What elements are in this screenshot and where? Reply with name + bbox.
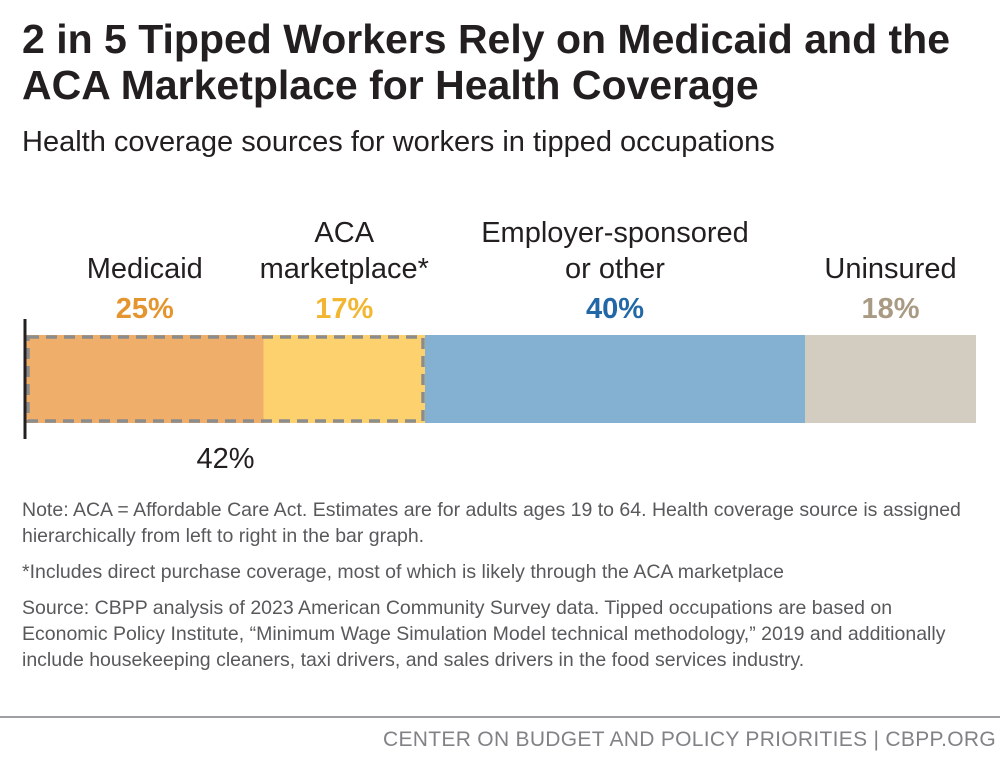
bar-segment-medicaid	[26, 335, 264, 423]
value-label-employer-sponsored-or-other: 40%	[586, 293, 644, 325]
category-label-uninsured: Uninsured	[824, 253, 956, 285]
category-label-employer-sponsored-or-other: or other	[565, 253, 665, 285]
value-label-aca-marketplace: 17%	[315, 293, 373, 325]
segment-labels: Medicaid 25% ACA marketplace* 17% Employer-sp…	[87, 217, 957, 325]
footer-divider	[0, 716, 1000, 718]
group-total-label: 42%	[196, 443, 254, 475]
category-label-aca-marketplace: ACA	[314, 217, 374, 249]
chart-subtitle: Health coverage sources for workers in t…	[22, 126, 775, 158]
group-bracket-box	[26, 335, 425, 423]
category-label-aca-marketplace: marketplace*	[260, 253, 429, 285]
chart-title: 2 in 5 Tipped Workers Rely on Medicaid a…	[22, 16, 951, 108]
stacked-bar-chart: Medicaid 25% ACA marketplace* 17% Employer-sp…	[23, 217, 976, 475]
value-label-uninsured: 18%	[861, 293, 919, 325]
footer-credit: CENTER ON BUDGET AND POLICY PRIORITIES |…	[383, 728, 996, 751]
value-label-medicaid: 25%	[116, 293, 174, 325]
bar-segment-uninsured	[805, 335, 976, 423]
category-label-employer-sponsored-or-other: Employer-sponsored	[481, 217, 749, 249]
bar-segment-aca-marketplace	[263, 335, 425, 423]
notes-section: Note: ACA = Affordable Care Act. Estimat…	[22, 497, 972, 683]
footnote-text: *Includes direct purchase coverage, most…	[22, 561, 784, 583]
note-text: Note: ACA = Affordable Care Act. Estimat…	[22, 499, 961, 547]
bar-segment-employer-sponsored-or-other	[425, 335, 805, 423]
group-annotation: 42%	[23, 319, 425, 475]
bar-segments	[26, 335, 976, 423]
source-text: Source: CBPP analysis of 2023 American C…	[22, 597, 946, 671]
category-label-medicaid: Medicaid	[87, 253, 203, 285]
